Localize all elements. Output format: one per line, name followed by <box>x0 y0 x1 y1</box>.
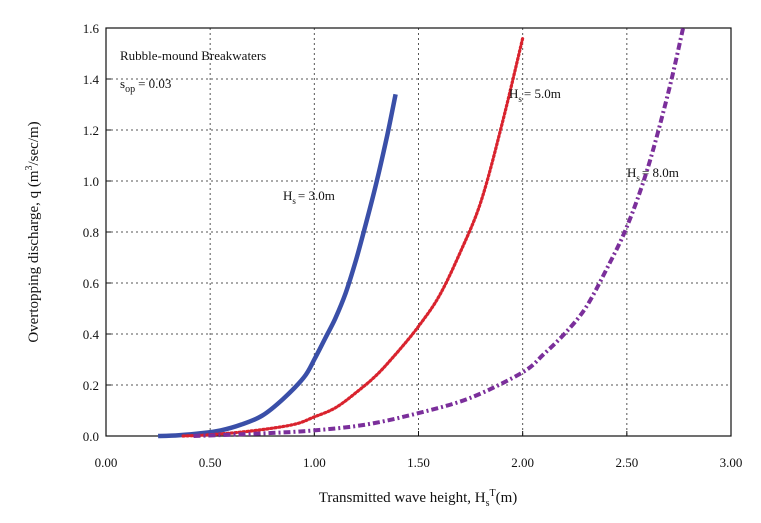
x-tick-label: 3.00 <box>720 455 743 470</box>
series-label-8m: Hs = 8.0m <box>627 165 679 183</box>
series-label-3m: Hs = 3.0m <box>283 188 335 206</box>
y-tick-label: 0.6 <box>83 276 100 291</box>
x-tick-label: 2.50 <box>615 455 638 470</box>
y-tick-label: 0.4 <box>83 327 100 342</box>
x-tick-label: 0.00 <box>95 455 118 470</box>
y-tick-label: 1.6 <box>83 21 100 36</box>
x-tick-label: 0.50 <box>199 455 222 470</box>
series-line-8m <box>193 27 686 438</box>
x-axis-title: Transmitted wave height, HsT(m) <box>319 488 518 509</box>
y-tick-label: 0.0 <box>83 429 99 444</box>
y-tick-label: 0.8 <box>83 225 99 240</box>
chart-title: Rubble-mound Breakwaters <box>120 48 266 63</box>
y-tick-label: 1.0 <box>83 174 99 189</box>
y-tick-label: 0.2 <box>83 378 99 393</box>
series-line-5m <box>181 36 525 438</box>
ticks: 0.00 0.50 1.00 1.50 2.00 2.50 3.00 0.0 0.2 0.4 0.6… <box>83 21 743 470</box>
y-tick-label: 1.2 <box>83 123 99 138</box>
x-tick-label: 1.00 <box>303 455 326 470</box>
y-axis-title: Overtopping discharge, q (m3/sec/m) <box>24 121 42 342</box>
series <box>158 27 686 439</box>
x-tick-label: 1.50 <box>407 455 430 470</box>
grid <box>106 28 731 436</box>
y-tick-label: 1.4 <box>83 72 100 87</box>
x-tick-label: 2.00 <box>511 455 534 470</box>
series-label-5m: Hs = 5.0m <box>509 86 561 104</box>
series-line-3m <box>158 93 398 439</box>
chart-subtitle: sop = 0.03 <box>120 76 171 95</box>
